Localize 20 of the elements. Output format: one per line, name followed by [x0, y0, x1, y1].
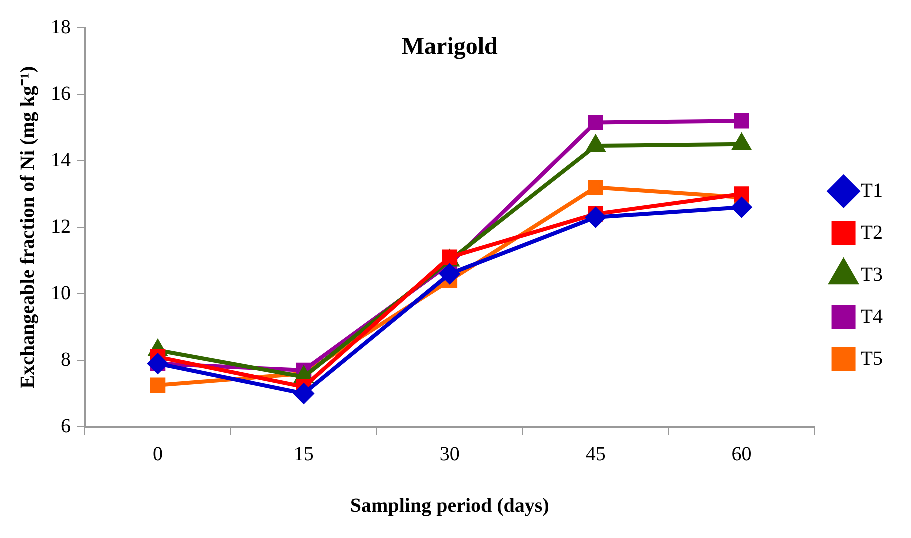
legend-label: T5: [860, 348, 883, 370]
y-tick-label: 18: [51, 16, 71, 38]
x-tick-label: 15: [294, 443, 314, 466]
x-tick-label: 30: [440, 443, 460, 466]
x-tick-label: 60: [732, 443, 752, 466]
legend-label: T3: [860, 264, 883, 286]
y-tick-label: 16: [51, 82, 71, 105]
x-axis-title: Sampling period (days): [350, 495, 550, 518]
y-tick-label: 8: [61, 348, 71, 371]
legend-label: T1: [860, 180, 883, 202]
x-tick-label: 45: [586, 443, 606, 466]
x-tick-label: 0: [152, 443, 163, 466]
y-tick-label: 12: [51, 216, 71, 238]
y-tick-label: 14: [51, 149, 71, 172]
y-axis-title: Exchangeable fraction of Ni (mg kg⁻¹): [17, 66, 40, 389]
y-tick-label: 10: [51, 282, 71, 304]
legend-label: T2: [860, 222, 883, 244]
y-tick-label: 6: [61, 415, 71, 438]
legend-label: T4: [860, 306, 883, 328]
chart-title: Marigold: [402, 34, 499, 60]
